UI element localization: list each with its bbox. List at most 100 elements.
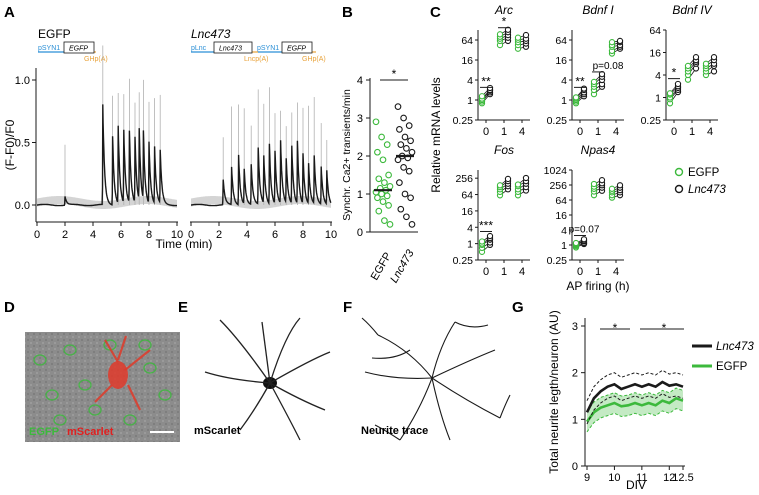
legend-marker-egfp xyxy=(674,167,684,177)
neurite-path xyxy=(371,349,411,359)
red-neurite xyxy=(94,384,113,403)
mean-trace xyxy=(37,104,177,207)
x-tick-label: 10 xyxy=(171,229,183,241)
point-egfp xyxy=(381,179,388,186)
trace-label-egfp: EGFP xyxy=(38,27,71,41)
y-tick-label: 0.25 xyxy=(453,255,474,267)
panel-e: E mScarlet xyxy=(178,299,331,441)
point-lnc473 xyxy=(394,103,402,110)
x-tick-label: 6 xyxy=(272,229,278,241)
promoter-label: pSYN1 xyxy=(257,45,279,52)
panel-b-letter: B xyxy=(342,4,353,21)
neurite-path xyxy=(431,349,496,379)
neurite-path xyxy=(399,377,433,441)
point-egfp xyxy=(374,194,381,202)
x-axis-label: Time (min) xyxy=(156,237,213,251)
significance-label: p=0.08 xyxy=(593,61,624,72)
y-tick-label: 16 xyxy=(461,55,473,67)
panel-a: A EGFP pSYN1 EGFP GHp(A) Lnc473 pLnc Lnc… xyxy=(3,4,337,251)
panel-e-letter: E xyxy=(178,299,188,316)
x-tick-label: 4 xyxy=(613,266,619,278)
y-tick-label: 1024 xyxy=(544,165,568,177)
panel-c-letter: C xyxy=(430,4,441,21)
x-axis-label: DIV xyxy=(626,478,646,492)
point-egfp xyxy=(375,207,383,215)
y-axis-label: Total neurite legth/neuron (AU) xyxy=(547,310,561,473)
neurite-trace xyxy=(361,317,511,441)
neurite-path xyxy=(431,377,501,419)
scatter-points xyxy=(372,103,416,228)
label-neurite-trace: Neurite trace xyxy=(361,425,428,437)
gene-box xyxy=(213,41,253,54)
x-tick-label: 6 xyxy=(118,229,124,241)
y-tick-label: 64 xyxy=(555,35,567,47)
point-egfp xyxy=(666,90,674,97)
point-lnc473 xyxy=(580,236,588,243)
point-egfp xyxy=(372,118,380,126)
promoter-label: pSYN1 xyxy=(38,45,60,52)
neurite xyxy=(261,321,271,384)
x-tick-lnc473: Lnc473 xyxy=(388,247,417,285)
y-tick-label: 2 xyxy=(357,151,363,163)
x-tick-label: 10 xyxy=(608,472,620,484)
trace-lnc473 xyxy=(191,87,332,209)
x-tick-label: 0 xyxy=(577,126,583,138)
x-axis-label: AP firing (h) xyxy=(566,279,629,293)
point-lnc473 xyxy=(710,68,718,75)
y-tick-label: 16 xyxy=(649,48,661,60)
label-egfp: EGFP xyxy=(29,426,59,438)
neurite-path xyxy=(431,377,451,441)
point-lnc473 xyxy=(396,179,403,186)
point-lnc473 xyxy=(616,37,624,45)
green-cell xyxy=(158,389,172,401)
x-tick-label: 1 xyxy=(595,126,601,138)
red-cell xyxy=(108,361,128,389)
green-cell xyxy=(143,362,157,374)
subplot-title: Bdnf IV xyxy=(672,3,712,17)
x-ticks: 0 2 4 6 8 10 xyxy=(34,222,183,241)
green-cell xyxy=(45,389,59,401)
y-tick-label: 4 xyxy=(467,75,473,87)
point-lnc473 xyxy=(396,126,403,133)
panel-d: D EGFP mScarlet xyxy=(4,299,180,442)
polya-label: GHp(A) xyxy=(84,56,108,63)
subplot-title: Bdnf I xyxy=(582,3,614,17)
point-egfp xyxy=(590,78,598,86)
point-egfp xyxy=(702,60,710,67)
legend-label-egfp: EGFP xyxy=(716,361,748,373)
point-lnc473 xyxy=(522,174,530,182)
point-lnc473 xyxy=(486,84,494,92)
red-neurite xyxy=(104,339,119,363)
subplot-title: Npas4 xyxy=(581,143,616,157)
panel-f-letter: F xyxy=(343,299,352,316)
y-tick-label: 1 xyxy=(561,95,567,107)
green-cell xyxy=(123,414,137,426)
x-tick-label: 4 xyxy=(90,229,96,241)
point-lnc473 xyxy=(710,54,718,61)
line-series xyxy=(585,369,684,433)
neurite xyxy=(219,319,271,384)
legend-label-lnc473: Lnc473 xyxy=(688,184,726,196)
sem-upper-egfp xyxy=(586,387,684,412)
x-tick-label: 1 xyxy=(501,266,507,278)
mean-line-lnc473 xyxy=(585,380,684,413)
green-cell xyxy=(138,339,152,351)
significance-label: ** xyxy=(575,74,585,88)
y-tick-label: 4 xyxy=(561,75,567,87)
mean-line-egfp xyxy=(585,396,684,423)
y-ticks: 1.0 0.5 0.0 xyxy=(15,75,36,212)
red-neurite xyxy=(116,335,128,361)
point-egfp xyxy=(608,39,616,46)
point-egfp xyxy=(572,239,580,247)
y-tick-label: 4 xyxy=(561,225,567,237)
polya-label: GHp(A) xyxy=(302,56,326,63)
point-lnc473 xyxy=(692,54,700,61)
neurite xyxy=(239,382,271,431)
neurite-path xyxy=(361,317,379,336)
green-cell xyxy=(33,354,47,366)
point-lnc473 xyxy=(394,156,402,164)
y-tick-label: 1 xyxy=(572,414,578,426)
